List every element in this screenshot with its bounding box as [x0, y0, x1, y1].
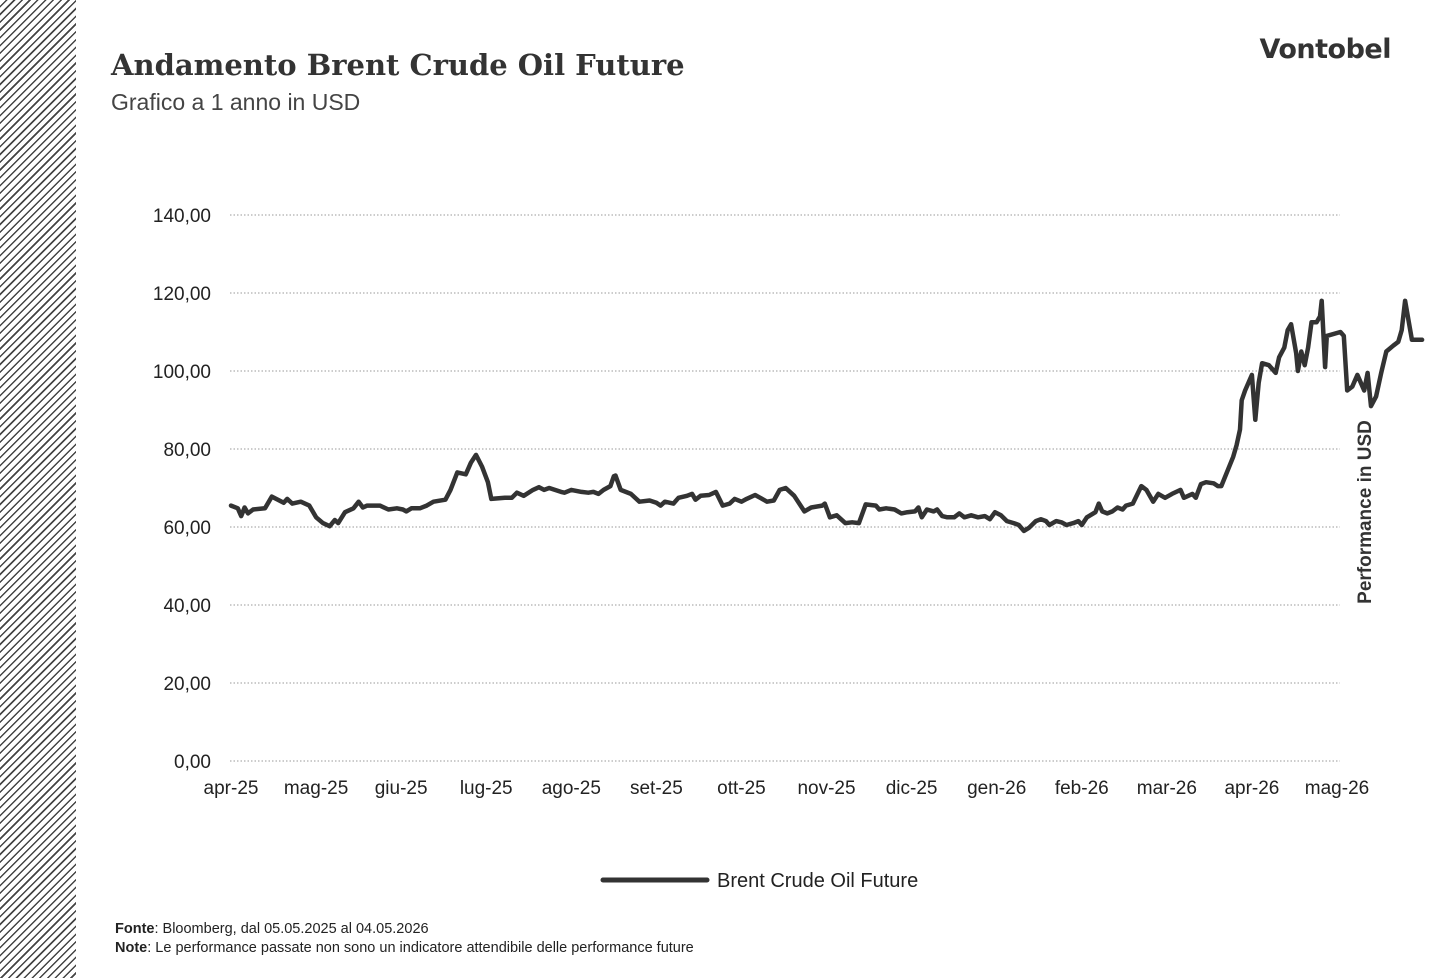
y-tick-label: 100,00 [153, 362, 211, 383]
x-tick-label: apr-26 [1224, 778, 1279, 799]
x-tick-label: dic-25 [886, 778, 938, 799]
x-tick-label: set-25 [630, 778, 683, 799]
y-tick-label: 40,00 [163, 596, 211, 617]
y-axis-tick-labels: 0,00 20,00 40,00 60,00 80,00 100,00 120,00 140,… [153, 206, 211, 773]
y-tick-label: 60,00 [163, 518, 211, 539]
legend-label: Brent Crude Oil Future [717, 870, 918, 892]
hatched-side-band [0, 0, 76, 978]
x-axis-tick-labels: apr-25 mag-25 giu-25 lug-25 ago-25 set-25 ott-… [204, 778, 1370, 799]
x-tick-label: gen-26 [967, 778, 1026, 799]
y-tick-label: 120,00 [153, 284, 211, 305]
footer-notes: Fonte: Bloomberg, dal 05.05.2025 al 04.0… [115, 920, 694, 958]
y-axis-title: Performance in USD [1355, 420, 1376, 604]
legend: Brent Crude Oil Future [600, 870, 918, 892]
x-tick-label: feb-26 [1055, 778, 1109, 799]
note-line: Note: Le performance passate non sono un… [115, 939, 694, 958]
note-text: : Le performance passate non sono un ind… [147, 940, 694, 956]
source-text: : Bloomberg, dal 05.05.2025 al 04.05.202… [154, 921, 429, 937]
y-tick-label: 140,00 [153, 206, 211, 227]
x-tick-label: mag-26 [1305, 778, 1369, 799]
series-line-brent [228, 298, 1425, 534]
x-tick-label: nov-25 [797, 778, 855, 799]
note-label: Note [115, 940, 148, 956]
x-tick-label: ago-25 [542, 778, 601, 799]
source-line: Fonte: Bloomberg, dal 05.05.2025 al 04.0… [115, 920, 694, 939]
x-tick-label: mag-25 [284, 778, 348, 799]
y-tick-label: 20,00 [163, 674, 211, 695]
brand-logo: Vontobel [1259, 34, 1391, 65]
y-tick-label: 0,00 [174, 752, 211, 773]
grid-lines [230, 214, 1340, 762]
y-tick-label: 80,00 [163, 440, 211, 461]
x-tick-label: ott-25 [717, 778, 766, 799]
source-label: Fonte [115, 921, 155, 937]
x-tick-label: giu-25 [375, 778, 428, 799]
x-tick-label: lug-25 [460, 778, 513, 799]
chart-subtitle: Grafico a 1 anno in USD [111, 89, 361, 115]
chart-title: Andamento Brent Crude Oil Future [111, 48, 685, 82]
x-tick-label: mar-26 [1137, 778, 1197, 799]
x-tick-label: apr-25 [204, 778, 259, 799]
line-chart: 0,00 20,00 40,00 60,00 80,00 100,00 120,00 140,… [153, 206, 1425, 892]
